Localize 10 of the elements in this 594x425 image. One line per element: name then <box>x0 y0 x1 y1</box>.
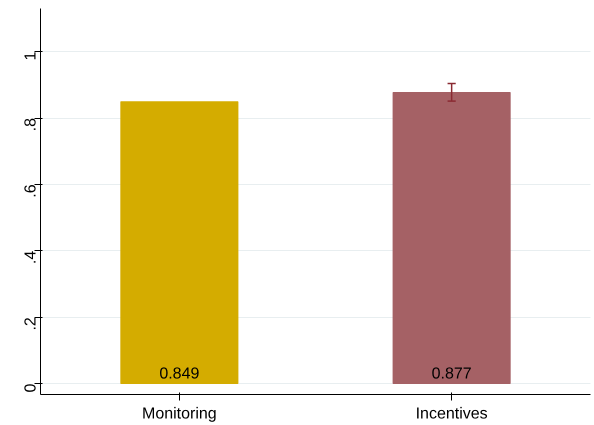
y-tick-label: .6 <box>22 184 40 198</box>
y-tick-label: 0 <box>22 383 40 392</box>
y-tick-label: .4 <box>22 250 40 264</box>
data-label: 0.877 <box>432 366 472 383</box>
y-tick-label: .2 <box>22 317 40 331</box>
x-tick-label: Monitoring <box>142 406 217 422</box>
y-tick-label: .8 <box>22 118 40 132</box>
data-label: 0.849 <box>159 366 200 383</box>
y-tick-label: 1 <box>22 52 40 61</box>
x-tick-label: Incentives <box>416 406 488 422</box>
